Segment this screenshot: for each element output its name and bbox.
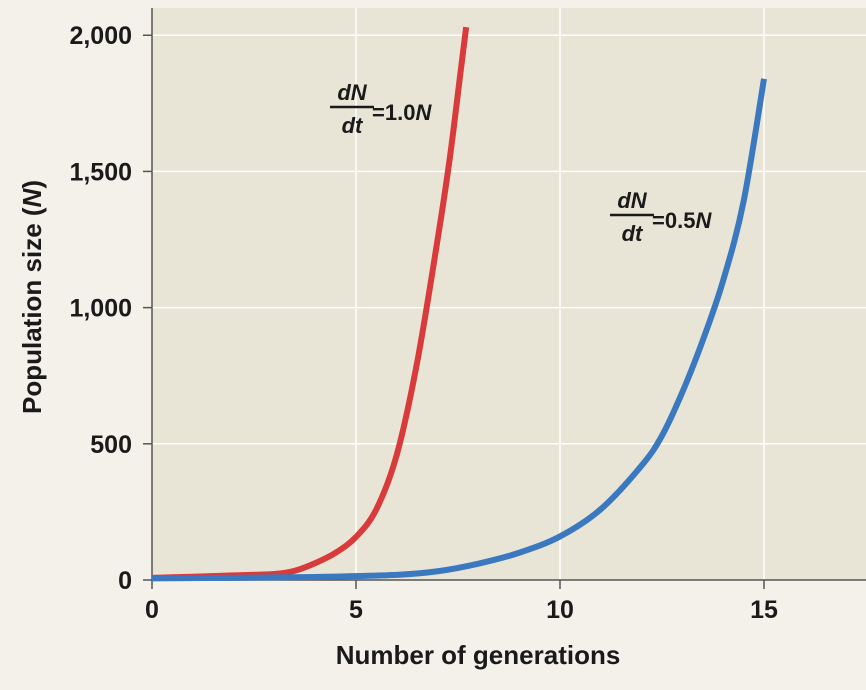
y-axis-title: Population size (N)	[17, 180, 47, 414]
y-tick-label: 1,000	[69, 295, 132, 323]
equation-rhs: =0.5N	[652, 208, 712, 233]
x-tick-label: 5	[349, 596, 363, 624]
equation-label-r-0-5: dN dt =0.5N	[610, 188, 712, 246]
equation-numerator: dN	[617, 188, 647, 213]
y-axis-title-main: Population size (	[17, 207, 47, 414]
series-layer	[151, 26, 767, 582]
x-tick-label: 0	[145, 596, 159, 624]
equation-numerator: dN	[337, 80, 367, 105]
y-tick-label: 0	[118, 567, 132, 595]
y-axis-title-close: )	[17, 180, 47, 189]
series-line-r-0-5	[151, 78, 767, 582]
x-tick-label: 15	[750, 596, 778, 624]
equation-rhs: =1.0N	[372, 100, 432, 125]
x-tick-label: 10	[546, 596, 574, 624]
grid-layer	[152, 8, 866, 580]
y-tick-label: 2,000	[69, 22, 132, 50]
equation-denominator: dt	[622, 221, 644, 246]
y-axis-title-var: N	[17, 187, 47, 207]
equation-denominator: dt	[342, 113, 364, 138]
tick-labels: 0 500 1,000 1,500 2,000 0 5 10 15	[69, 22, 778, 624]
x-axis-title: Number of generations	[336, 640, 621, 670]
plot-area	[152, 8, 866, 580]
y-tick-label: 500	[90, 431, 132, 459]
equation-label-r-1-0: dN dt =1.0N	[330, 80, 432, 138]
y-tick-label: 1,500	[69, 158, 132, 186]
